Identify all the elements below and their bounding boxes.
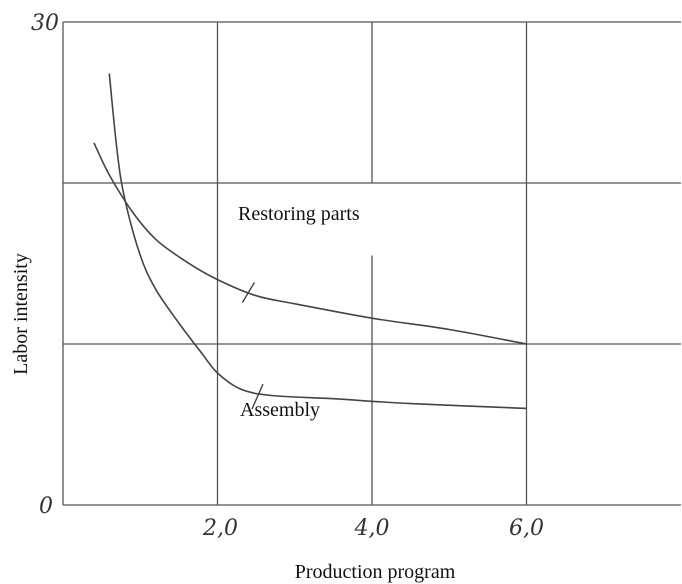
x-axis-title: Production program <box>295 561 456 583</box>
y-axis-title: Labor intensity <box>10 253 32 375</box>
annotation-leader-restoring-parts <box>241 282 256 303</box>
annotation-assembly: Assembly <box>240 399 320 421</box>
y-tick-label-top: 30 <box>31 11 59 36</box>
x-tick-label: 6,0 <box>509 516 544 541</box>
annotation-restoring-parts: Restoring parts <box>238 203 360 225</box>
annotation-leader-assembly <box>251 383 264 410</box>
series-line-restoring-parts <box>93 142 527 345</box>
x-tick-label: 2,0 <box>202 516 238 541</box>
series-line-assembly <box>108 73 527 410</box>
curves <box>93 73 527 410</box>
grid <box>62 21 681 506</box>
x-tick-label: 4,0 <box>354 516 390 541</box>
y-tick-label-bottom: 0 <box>39 494 53 519</box>
